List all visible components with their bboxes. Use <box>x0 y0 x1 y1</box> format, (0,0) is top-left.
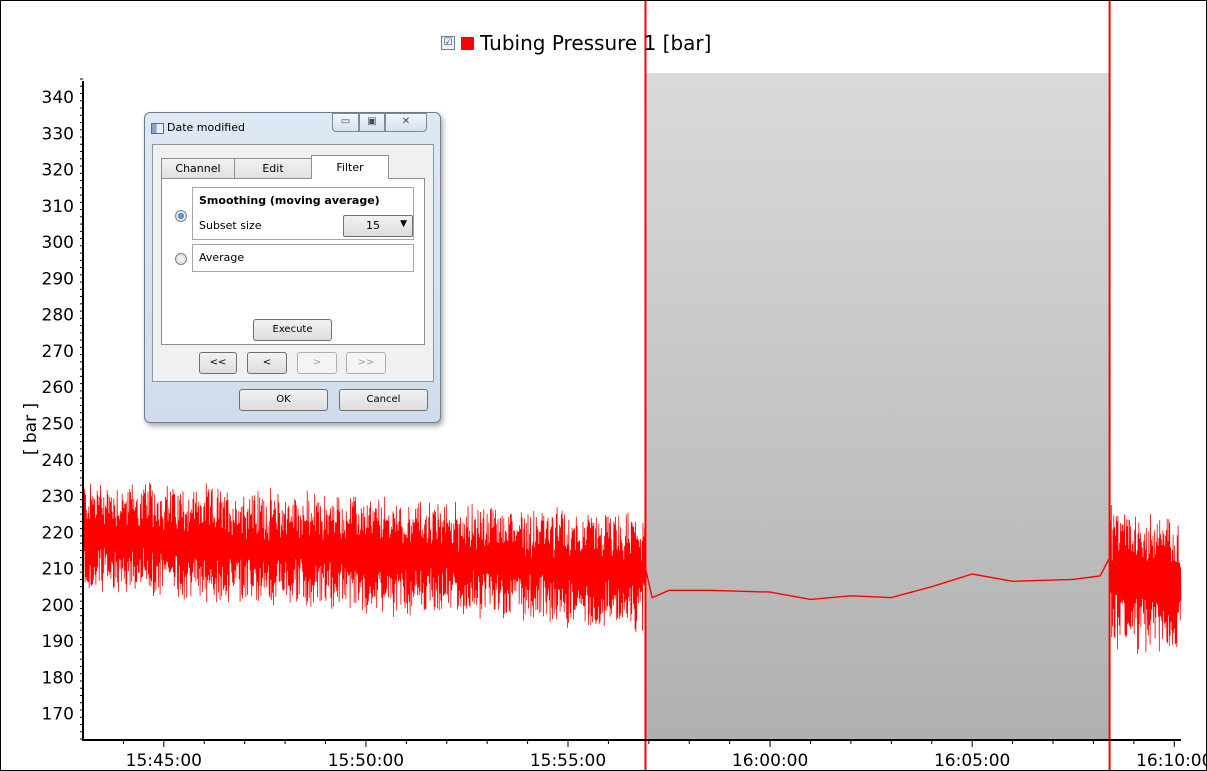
x-tick-label: 15:55:00 <box>530 751 606 770</box>
x-tick-label: 15:50:00 <box>328 751 404 770</box>
legend-checkbox[interactable]: ☑ <box>441 36 455 50</box>
dialog-body: Channel Edit Filter Smoothing (moving av… <box>152 144 434 382</box>
window-buttons: ▭ ▣ ✕ <box>332 113 427 132</box>
date-modified-dialog: Date modified ▭ ▣ ✕ Channel Edit Filter … <box>144 112 441 423</box>
average-radio[interactable] <box>175 253 187 265</box>
cancel-button[interactable]: Cancel <box>339 389 428 411</box>
series-segment-0 <box>83 483 646 633</box>
average-group: Average <box>192 244 414 272</box>
x-tick-label: 16:05:00 <box>934 751 1010 770</box>
subset-size-value: 15 <box>366 219 380 232</box>
y-tick-label: 320 <box>42 161 74 181</box>
y-tick-label: 230 <box>42 487 74 507</box>
legend-label: Tubing Pressure 1 [bar] <box>480 31 711 55</box>
execute-button[interactable]: Execute <box>253 319 332 341</box>
x-tick-label: 16:00:00 <box>732 751 808 770</box>
smoothing-title: Smoothing (moving average) <box>199 194 380 207</box>
y-tick-label: 270 <box>42 342 74 362</box>
y-tick-label: 220 <box>42 523 74 543</box>
last-button[interactable]: >> <box>346 352 386 374</box>
legend: ☑ Tubing Pressure 1 [bar] <box>441 31 711 55</box>
legend-swatch <box>461 37 474 50</box>
y-tick-label: 240 <box>42 451 74 471</box>
x-tick-label: 15:45:00 <box>126 751 202 770</box>
subset-size-select[interactable]: 15 ▼ <box>343 215 413 237</box>
x-tick-label: 16:10:00 <box>1136 751 1206 770</box>
tab-channel[interactable]: Channel <box>161 158 235 179</box>
tab-bar: Channel Edit Filter <box>161 155 388 179</box>
y-axis-label: [ bar ] <box>21 403 41 455</box>
close-button[interactable]: ✕ <box>385 113 427 132</box>
tab-edit[interactable]: Edit <box>234 158 312 179</box>
y-tick-label: 280 <box>42 306 74 326</box>
selection-band[interactable] <box>645 73 1109 739</box>
y-tick-label: 300 <box>42 233 74 253</box>
minimize-button[interactable]: ▭ <box>332 113 359 132</box>
app-icon <box>151 123 164 134</box>
chevron-down-icon: ▼ <box>400 219 407 229</box>
first-button[interactable]: << <box>199 352 237 374</box>
next-button[interactable]: > <box>297 352 337 374</box>
y-tick-label: 260 <box>42 378 74 398</box>
average-label: Average <box>199 251 244 264</box>
filter-panel: Smoothing (moving average) Subset size 1… <box>161 178 425 345</box>
smoothing-group: Smoothing (moving average) Subset size 1… <box>192 187 414 240</box>
y-tick-label: 290 <box>42 269 74 289</box>
dialog-title: Date modified <box>167 121 245 134</box>
y-tick-label: 340 <box>42 88 74 108</box>
y-tick-label: 250 <box>42 415 74 435</box>
maximize-button[interactable]: ▣ <box>359 113 385 132</box>
prev-button[interactable]: < <box>247 352 287 374</box>
subset-size-label: Subset size <box>199 219 262 232</box>
y-tick-label: 180 <box>42 668 74 688</box>
y-tick-label: 190 <box>42 632 74 652</box>
y-tick-label: 200 <box>42 596 74 616</box>
ok-button[interactable]: OK <box>239 389 328 411</box>
y-tick-label: 310 <box>42 197 74 217</box>
y-tick-label: 170 <box>42 705 74 725</box>
y-tick-label: 330 <box>42 124 74 144</box>
y-tick-label: 210 <box>42 560 74 580</box>
tab-filter[interactable]: Filter <box>311 155 389 179</box>
smoothing-radio[interactable] <box>175 210 187 222</box>
series-segment-2 <box>1110 505 1181 654</box>
